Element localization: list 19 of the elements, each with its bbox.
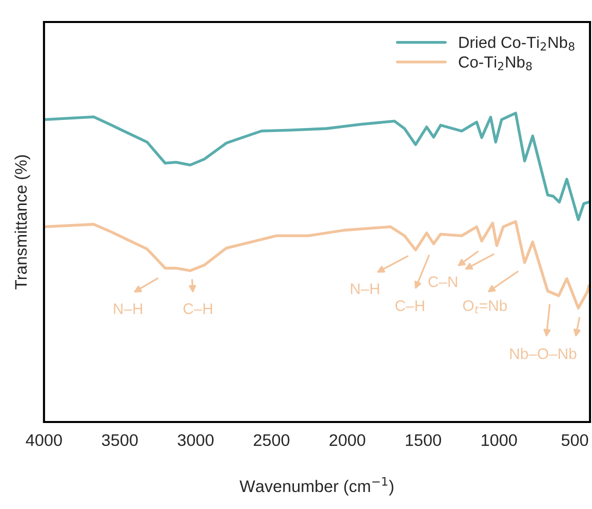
- x-tick-label: 500: [562, 434, 588, 446]
- x-tick-label: 1500: [406, 434, 442, 446]
- legend-label: Co-Ti$_{2}$Nb$_{8}$: [458, 56, 532, 70]
- annotation: C–H: [395, 300, 424, 312]
- annotation: N–H: [350, 283, 380, 294]
- annotation: Nb–O–Nb: [510, 348, 576, 360]
- x-tick-label: 4000: [26, 434, 62, 446]
- y-axis-title: Transmittance (%): [14, 155, 30, 290]
- legend-label: Dried Co-Ti$_{2}$Nb$_{8}$: [459, 36, 574, 51]
- annotation: C–N: [428, 276, 458, 288]
- x-tick-label: 3500: [102, 434, 138, 446]
- x-axis-title: Wavenumber (cm$^{−1}$): [240, 477, 394, 496]
- x-tick-label: 2500: [254, 434, 290, 446]
- annotation: N–H: [114, 303, 142, 314]
- annotation: C–H: [183, 303, 212, 314]
- x-tick-label: 3000: [178, 434, 214, 446]
- annotation: O$_{t}$=Nb: [463, 300, 507, 314]
- x-tick-label: 1000: [482, 434, 517, 446]
- x-tick-label: 2000: [330, 434, 366, 446]
